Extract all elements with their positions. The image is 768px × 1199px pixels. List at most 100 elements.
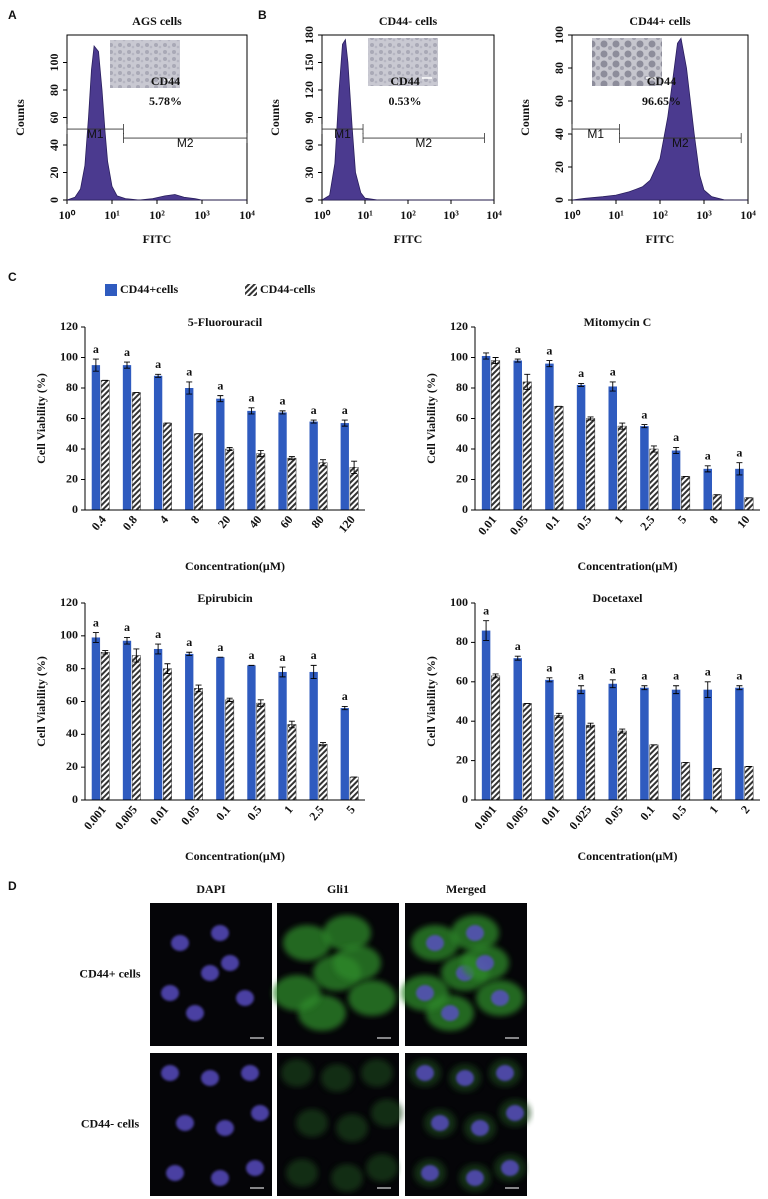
x-tick-label: 10⁰ bbox=[314, 208, 331, 222]
y-tick-label: 100 bbox=[450, 349, 468, 363]
x-tick-label: 0.01 bbox=[538, 803, 562, 828]
x-tick-label: 1 bbox=[281, 803, 296, 817]
x-tick-label: 5 bbox=[675, 513, 690, 527]
x-tick-label: 10² bbox=[149, 208, 165, 222]
bar bbox=[608, 386, 617, 510]
bar bbox=[247, 665, 256, 800]
gate-label: M1 bbox=[334, 127, 351, 141]
x-tick-label: 10² bbox=[400, 208, 416, 222]
significance: a bbox=[641, 407, 647, 421]
y-tick-label: 40 bbox=[552, 128, 566, 140]
significance: a bbox=[186, 635, 192, 649]
y-tick-label: 120 bbox=[60, 319, 78, 333]
nucleus bbox=[161, 985, 179, 1001]
error-bar bbox=[673, 447, 680, 455]
y-tick-label: 0 bbox=[72, 792, 78, 806]
y-tick-label: 100 bbox=[47, 54, 61, 72]
error-bar bbox=[155, 373, 162, 378]
error-bar bbox=[736, 462, 743, 476]
x-tick-label: 0.001 bbox=[81, 803, 109, 833]
nucleus bbox=[166, 1165, 184, 1181]
significance: a bbox=[93, 615, 99, 629]
error-bar bbox=[514, 358, 521, 363]
error-bar bbox=[133, 648, 140, 663]
bar bbox=[340, 423, 349, 510]
bar bbox=[617, 730, 627, 801]
error-bar bbox=[609, 679, 616, 689]
bar bbox=[640, 426, 649, 510]
error-bar bbox=[641, 685, 648, 691]
x-tick-label: 2 bbox=[738, 803, 753, 817]
bar bbox=[481, 355, 491, 510]
nucleus bbox=[471, 1120, 489, 1136]
chart-title: Docetaxel bbox=[593, 591, 644, 605]
bar bbox=[671, 450, 681, 510]
significance: a bbox=[342, 689, 348, 703]
bar bbox=[735, 687, 744, 800]
nucleus bbox=[176, 1115, 194, 1131]
x-tick-label: 0.5 bbox=[574, 513, 594, 533]
error-bar bbox=[92, 358, 99, 372]
cytoplasm bbox=[371, 1099, 403, 1127]
cytoplasm bbox=[333, 945, 381, 981]
error-bar bbox=[704, 465, 711, 473]
bar bbox=[744, 766, 754, 801]
error-bar bbox=[155, 643, 162, 655]
significance: a bbox=[217, 378, 223, 392]
y-tick-label: 80 bbox=[66, 380, 78, 394]
cytoplasm bbox=[348, 980, 396, 1016]
significance: a bbox=[280, 650, 286, 664]
error-bar bbox=[641, 424, 648, 429]
annotation: 96.65% bbox=[642, 94, 681, 108]
error-bar bbox=[492, 357, 499, 365]
bar bbox=[513, 360, 522, 510]
error-bar bbox=[102, 650, 109, 655]
bar bbox=[522, 703, 532, 801]
significance: a bbox=[311, 648, 317, 662]
panel-letter: C bbox=[8, 270, 17, 284]
significance: a bbox=[610, 663, 616, 677]
legend-label: CD44+cells bbox=[120, 282, 178, 296]
x-axis-label: FITC bbox=[646, 232, 675, 246]
error-bar bbox=[124, 361, 130, 369]
nucleus bbox=[171, 935, 189, 951]
significance: a bbox=[280, 394, 286, 408]
x-tick-label: 0.025 bbox=[566, 803, 594, 833]
significance: a bbox=[155, 627, 161, 641]
error-bar bbox=[587, 416, 594, 421]
x-tick-label: 10³ bbox=[194, 208, 210, 222]
y-tick-label: 0 bbox=[47, 197, 61, 203]
bar bbox=[608, 683, 617, 800]
bar bbox=[194, 688, 203, 801]
y-axis-label: Cell Viability (%) bbox=[34, 656, 48, 747]
x-tick-label: 0.1 bbox=[637, 803, 657, 823]
fluorescence-images bbox=[150, 903, 531, 1196]
x-tick-label: 10¹ bbox=[104, 208, 120, 222]
x-tick-label: 10⁴ bbox=[239, 208, 255, 222]
error-bar bbox=[288, 456, 295, 461]
bar bbox=[163, 422, 172, 511]
error-bar bbox=[186, 651, 193, 656]
x-tick-label: 0.01 bbox=[475, 513, 499, 538]
error-bar bbox=[619, 422, 626, 430]
nucleus bbox=[161, 1065, 179, 1081]
histogram-area bbox=[66, 44, 247, 201]
nucleus bbox=[216, 1120, 234, 1136]
nucleus bbox=[246, 1160, 264, 1176]
bar bbox=[703, 468, 712, 510]
bar bbox=[131, 655, 141, 801]
y-tick-label: 0 bbox=[552, 197, 566, 203]
x-axis-label: Concentration(μM) bbox=[185, 849, 285, 863]
gate-label: M1 bbox=[87, 127, 104, 141]
nucleus bbox=[491, 990, 509, 1006]
error-bar bbox=[310, 419, 317, 424]
significance: a bbox=[155, 357, 161, 371]
error-bar bbox=[673, 685, 680, 695]
nucleus bbox=[201, 965, 219, 981]
error-bar bbox=[650, 445, 657, 453]
bar bbox=[185, 653, 194, 800]
histogram-area bbox=[320, 38, 494, 201]
column-header: Gli1 bbox=[327, 882, 349, 896]
x-tick-label: 0.8 bbox=[120, 513, 140, 533]
cytoplasm bbox=[331, 1164, 363, 1192]
